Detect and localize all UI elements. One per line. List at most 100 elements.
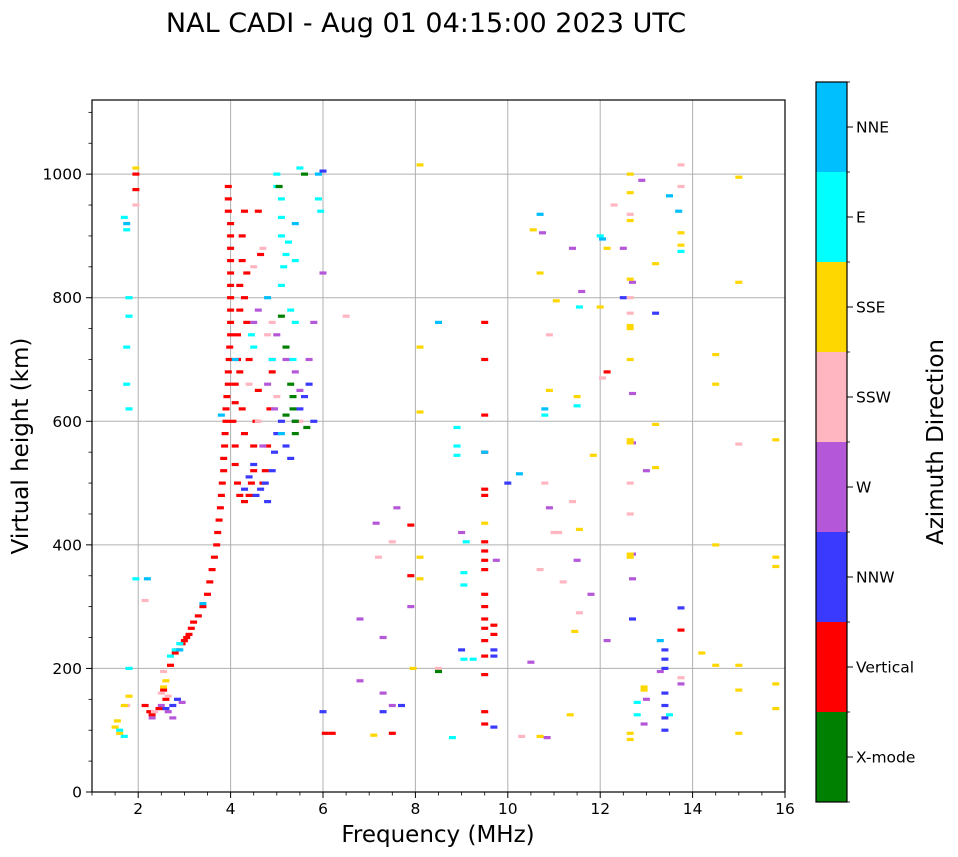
- echo-mark: [277, 197, 285, 201]
- echo-mark: [261, 481, 269, 485]
- echo-mark: [116, 731, 124, 735]
- echo-mark: [599, 376, 606, 380]
- echo-mark: [183, 635, 191, 640]
- echo-mark: [238, 407, 246, 411]
- echo-mark: [277, 314, 285, 318]
- echo-mark: [224, 197, 232, 201]
- echo-mark: [575, 527, 583, 531]
- echo-mark: [227, 320, 235, 324]
- echo-mark: [226, 345, 234, 349]
- plot-area-frame: [91, 99, 786, 793]
- echo-mark: [132, 166, 140, 170]
- echo-mark: [735, 663, 743, 667]
- echo-mark: [227, 296, 235, 300]
- echo-mark: [490, 632, 498, 636]
- echo-mark: [603, 639, 611, 643]
- echo-mark: [264, 333, 272, 337]
- echo-mark: [416, 577, 424, 581]
- echo-mark: [481, 413, 489, 417]
- echo-mark: [301, 395, 308, 399]
- echo-mark: [626, 296, 634, 300]
- echo-mark: [416, 555, 424, 559]
- data-marks: [111, 163, 780, 742]
- echo-mark: [633, 700, 641, 704]
- echo-mark: [490, 654, 498, 658]
- echo-mark: [287, 456, 295, 460]
- echo-mark: [224, 184, 232, 189]
- echo-mark: [116, 728, 124, 732]
- echo-mark: [150, 710, 158, 714]
- echo-mark: [626, 327, 634, 331]
- echo-mark: [243, 320, 251, 324]
- colorbar-segment: [816, 622, 847, 712]
- colorbar-tick-label: NNW: [856, 569, 895, 587]
- echo-mark: [176, 642, 184, 646]
- echo-mark: [435, 320, 442, 324]
- echo-mark: [460, 657, 468, 661]
- echo-mark: [120, 734, 128, 738]
- echo-mark: [504, 481, 512, 485]
- echo-mark: [370, 733, 378, 737]
- echo-mark: [539, 231, 546, 235]
- echo-mark: [234, 481, 241, 485]
- echo-mark: [250, 469, 258, 473]
- x-tick-label: 16: [775, 800, 795, 818]
- echo-mark: [132, 577, 140, 581]
- echo-mark: [241, 500, 248, 504]
- echo-mark: [296, 388, 304, 392]
- echo-mark: [481, 710, 489, 714]
- echo-mark: [268, 320, 276, 324]
- echo-mark: [677, 163, 685, 167]
- echo-mark: [481, 521, 489, 525]
- echo-mark: [160, 685, 168, 689]
- series-ssw: [123, 163, 743, 738]
- echo-mark: [273, 395, 281, 399]
- echo-mark: [227, 246, 235, 250]
- echo-mark: [626, 172, 634, 176]
- echo-mark: [111, 725, 119, 729]
- echo-mark: [291, 419, 299, 423]
- echo-mark: [677, 184, 685, 189]
- series-sse: [111, 163, 780, 742]
- colorbar-segment: [816, 82, 847, 172]
- echo-mark: [190, 620, 198, 624]
- echo-mark: [481, 450, 489, 454]
- echo-mark: [545, 388, 553, 392]
- echo-mark: [214, 530, 222, 535]
- echo-mark: [712, 382, 720, 386]
- echo-mark: [162, 679, 170, 683]
- echo-mark: [626, 323, 634, 328]
- echo-mark: [310, 419, 318, 423]
- echo-mark: [289, 407, 297, 411]
- echo-mark: [254, 209, 262, 213]
- echo-mark: [132, 172, 140, 176]
- y-tick-label: 400: [52, 536, 82, 554]
- echo-mark: [277, 215, 285, 219]
- colorbar-segment: [816, 262, 847, 352]
- echo-mark: [596, 305, 604, 309]
- echo-mark: [559, 580, 567, 584]
- echo-mark: [271, 407, 278, 411]
- echo-mark: [277, 283, 285, 287]
- echo-mark: [250, 444, 258, 448]
- echo-mark: [123, 345, 131, 349]
- echo-mark: [640, 685, 648, 689]
- echo-mark: [120, 703, 128, 708]
- echo-mark: [599, 237, 606, 241]
- echo-mark: [301, 172, 308, 176]
- echo-mark: [223, 395, 231, 399]
- echo-mark: [596, 234, 604, 238]
- echo-mark: [273, 172, 281, 176]
- echo-mark: [123, 382, 131, 386]
- echo-mark: [241, 432, 248, 436]
- echo-mark: [735, 280, 743, 284]
- echo-mark: [481, 654, 489, 658]
- echo-mark: [550, 530, 558, 535]
- echo-mark: [772, 555, 780, 559]
- echo-mark: [772, 707, 780, 711]
- echo-mark: [603, 370, 611, 374]
- echo-mark: [187, 626, 195, 630]
- echo-mark: [379, 691, 387, 695]
- echo-mark: [194, 614, 202, 618]
- echo-mark: [735, 688, 743, 692]
